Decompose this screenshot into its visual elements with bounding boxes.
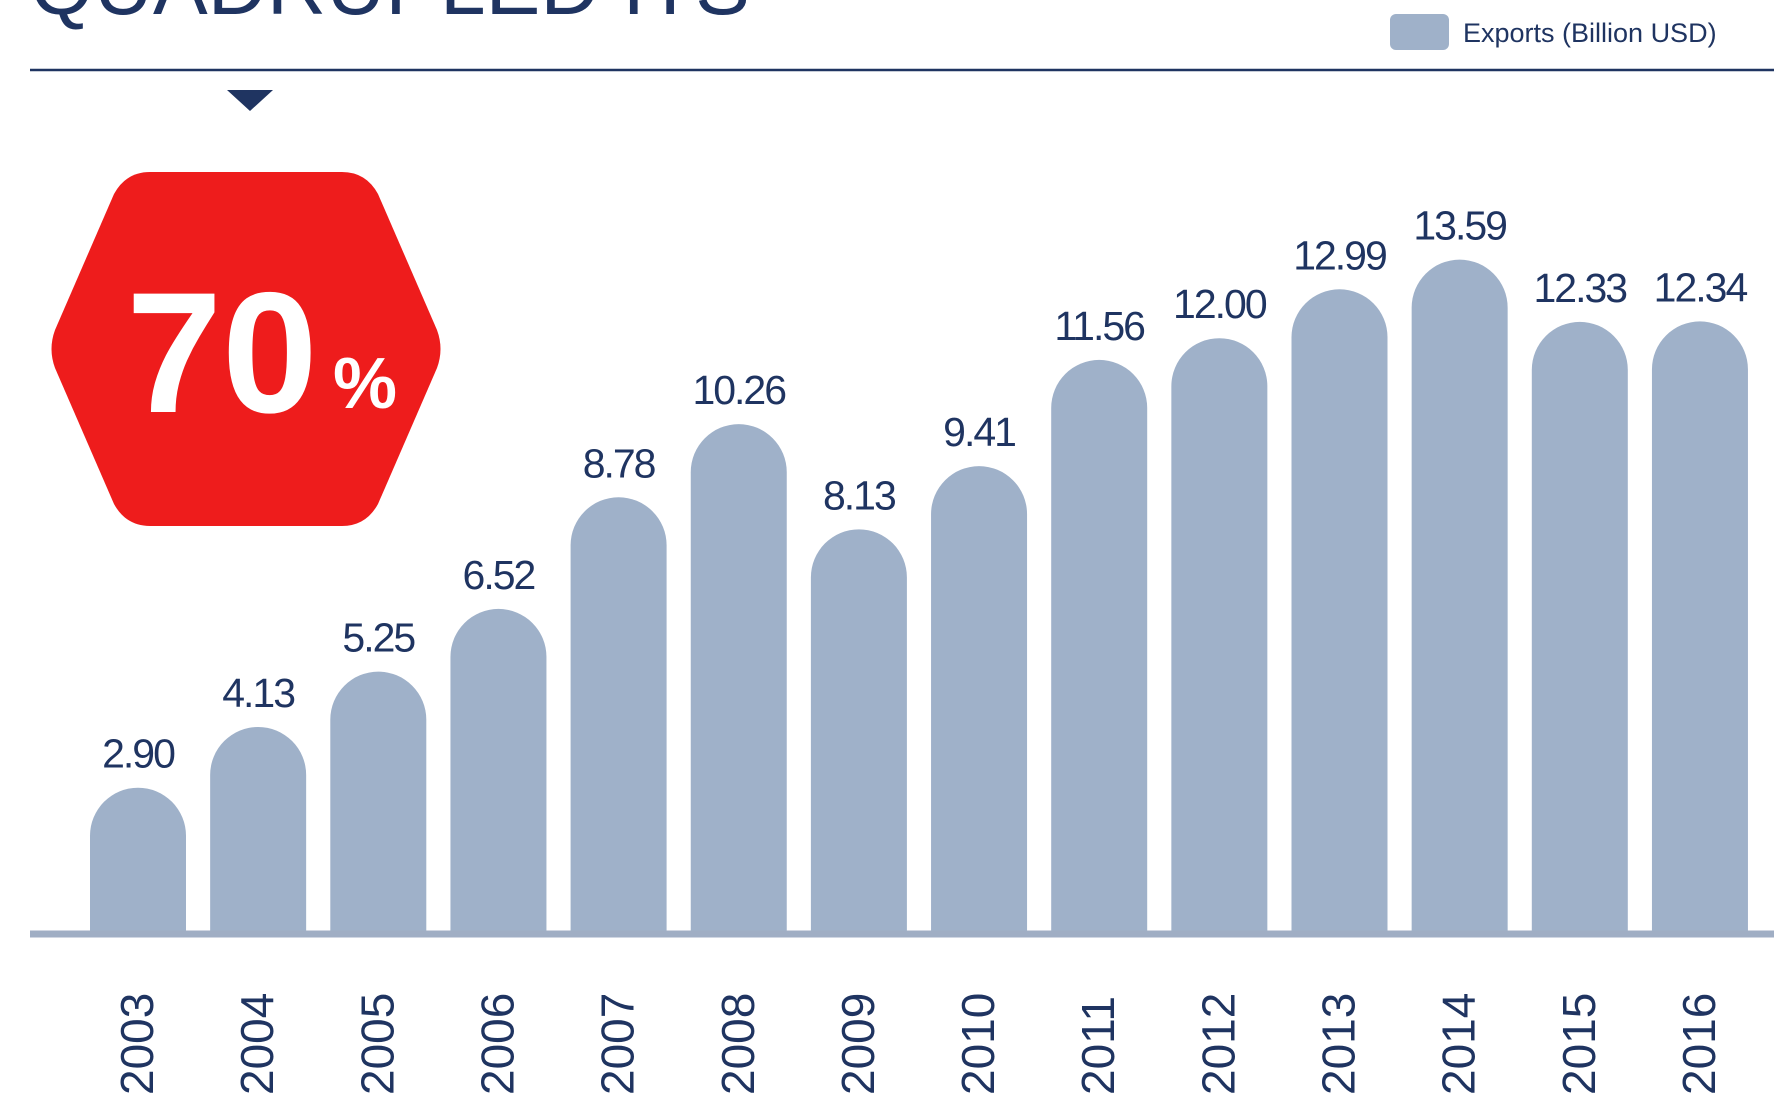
x-tick-label: 2014 [1433,993,1485,1095]
x-tick-label: 2007 [592,993,644,1095]
x-tick-label: 2003 [111,993,163,1095]
x-tick-label: 2006 [471,993,523,1095]
bar [90,787,186,931]
legend-swatch [1390,14,1449,50]
value-label: 2.90 [102,731,175,777]
value-label: 4.13 [222,670,294,716]
bar [450,608,547,931]
x-tick-label: 2015 [1553,993,1605,1095]
bar [1411,259,1508,931]
x-tick-label: 2013 [1313,993,1365,1095]
value-label: 13.59 [1413,203,1506,249]
bar [1531,321,1628,931]
bar [1171,338,1268,931]
value-label: 12.33 [1533,265,1626,311]
value-label: 12.99 [1293,232,1386,278]
bar [570,497,667,931]
x-tick-label: 2004 [231,993,283,1095]
chart-title: QUADRUPLED ITS [30,0,750,32]
pointer-triangle [227,90,273,111]
highlight-hexagon [51,172,441,526]
legend-label: Exports (Billion USD) [1463,18,1717,48]
bar [1651,321,1748,931]
bar [330,671,427,931]
x-tick-label: 2005 [351,993,403,1095]
bar [810,529,907,931]
value-label: 8.78 [583,440,656,486]
value-label: 8.13 [823,472,895,518]
highlight-unit: % [333,344,397,424]
highlight-number: 70 [126,257,317,449]
bar [1051,359,1148,931]
bar [1291,289,1388,931]
value-label: 6.52 [463,552,535,598]
value-label: 12.00 [1173,281,1267,327]
value-label: 12.34 [1654,264,1748,310]
bar [690,424,787,931]
x-tick-label: 2016 [1673,993,1725,1095]
x-tick-label: 2010 [952,993,1004,1095]
x-tick-label: 2009 [832,993,884,1095]
bar [931,466,1028,931]
x-tick-label: 2011 [1072,996,1124,1095]
value-label: 5.25 [342,615,415,661]
value-label: 11.56 [1054,303,1144,349]
x-tick-label: 2012 [1192,993,1244,1095]
value-label: 10.26 [692,367,785,413]
value-label: 9.41 [943,409,1015,455]
x-tick-label: 2008 [712,993,764,1095]
bar [210,726,307,931]
